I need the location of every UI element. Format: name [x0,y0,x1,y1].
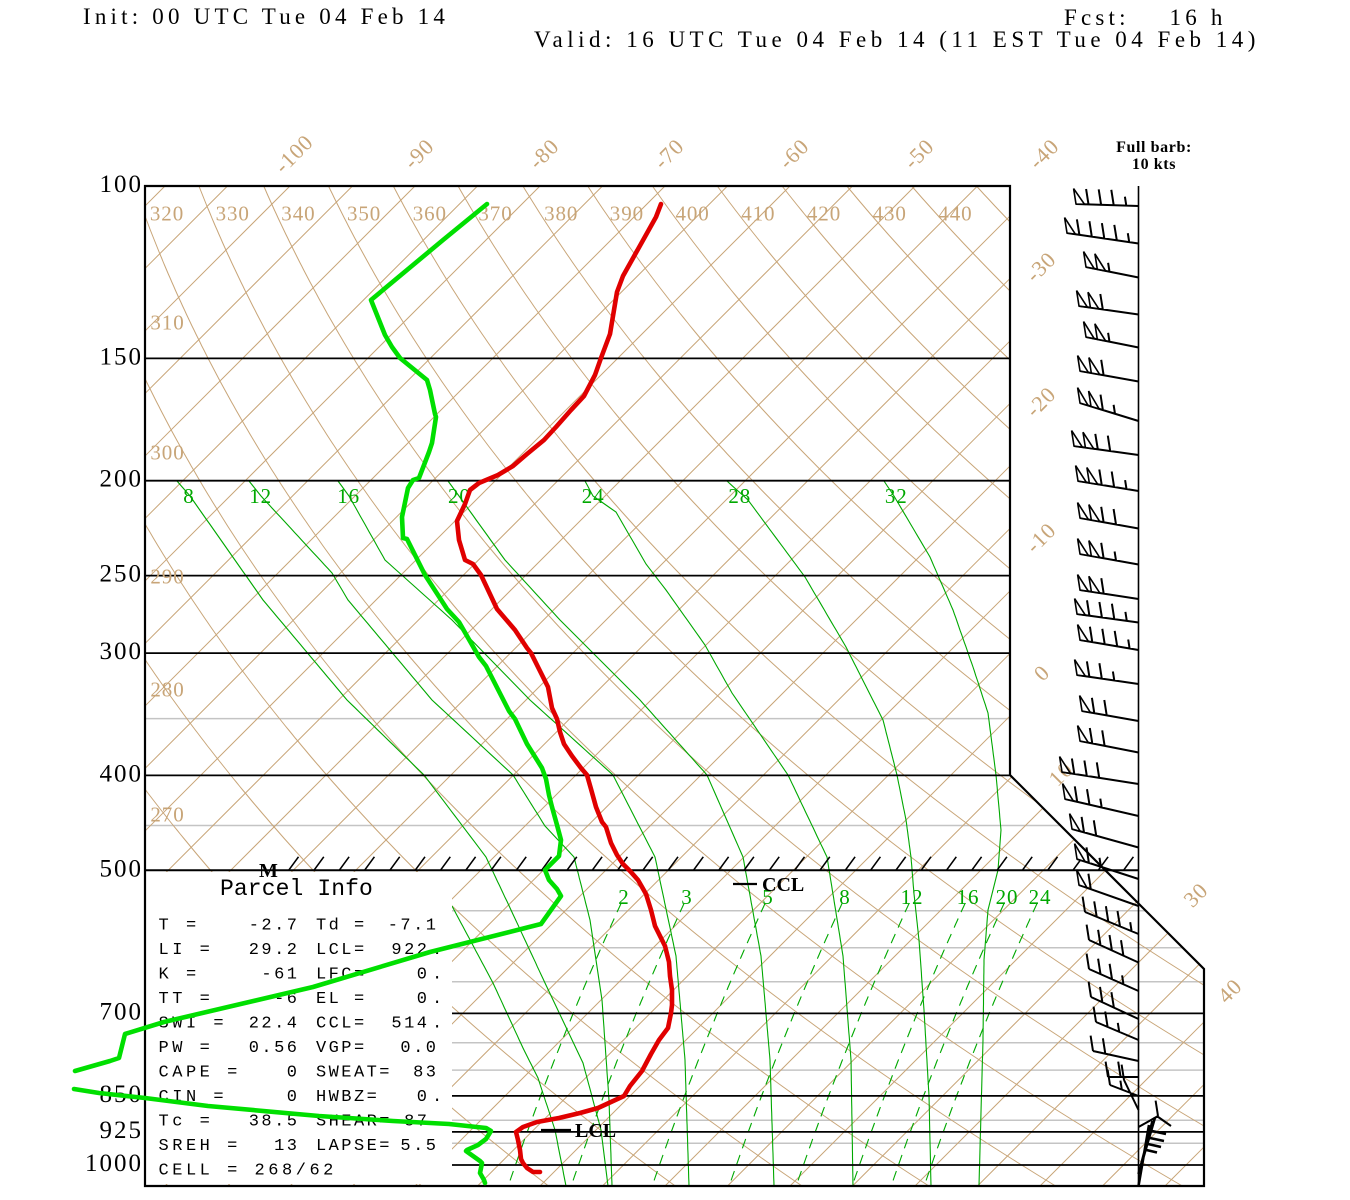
svg-text:0: 0 [417,1088,430,1107]
svg-text:LFC=: LFC= [316,965,367,984]
svg-text:CCL: CCL [762,874,804,896]
svg-text:8: 8 [839,885,850,909]
svg-text:LCL: LCL [575,1120,616,1142]
svg-text:.: . [432,1088,445,1107]
svg-text:700: 700 [100,998,144,1025]
svg-text:0: 0 [287,1063,300,1082]
svg-text:100: 100 [100,171,144,198]
svg-text:10 kts: 10 kts [1132,156,1176,173]
svg-text:-7.1: -7.1 [388,916,439,935]
svg-text:Parcel Info: Parcel Info [220,876,373,902]
svg-text:16: 16 [957,885,980,909]
svg-text:410: 410 [741,202,775,226]
svg-text:Full barb:: Full barb: [1116,139,1192,156]
svg-text:5.5: 5.5 [400,1137,438,1156]
svg-text:300: 300 [150,441,184,465]
svg-text:LAPSE=: LAPSE= [316,1137,392,1156]
svg-text:Td =: Td = [316,916,367,935]
svg-text:Tc =: Tc = [159,1112,214,1131]
svg-text:38.5: 38.5 [249,1112,300,1131]
svg-text:24: 24 [1029,885,1052,909]
svg-text:5: 5 [762,885,773,909]
svg-text:380: 380 [544,202,578,226]
svg-text:200: 200 [100,466,144,493]
svg-text:CAPE =: CAPE = [159,1063,241,1082]
svg-text:340: 340 [281,202,315,226]
svg-text:SREH =: SREH = [159,1137,241,1156]
svg-text:SWEAT=: SWEAT= [316,1063,392,1082]
svg-text:8: 8 [183,484,194,508]
svg-text:514: 514 [391,1014,429,1033]
svg-text:0: 0 [417,965,430,984]
svg-text:.: . [432,1014,445,1033]
svg-text:330: 330 [216,202,250,226]
svg-text:HWBZ=: HWBZ= [316,1088,379,1107]
svg-text:3: 3 [681,885,692,909]
svg-text:M: M [259,860,278,882]
svg-text:28: 28 [728,484,751,508]
svg-text:22.4: 22.4 [249,1014,300,1033]
svg-text:LCL=: LCL= [316,941,367,960]
svg-text:Valid: 16 UTC Tue 04 Feb 14 (1: Valid: 16 UTC Tue 04 Feb 14 (11 EST Tue … [534,27,1260,52]
svg-text:430: 430 [873,202,907,226]
svg-text:300: 300 [100,638,144,665]
svg-text:VGP=: VGP= [316,1039,367,1058]
svg-text:LI =: LI = [159,941,214,960]
svg-text:350: 350 [347,202,381,226]
svg-text:13: 13 [274,1137,299,1156]
svg-text:0.56: 0.56 [249,1039,300,1058]
svg-text:390: 390 [610,202,644,226]
svg-text:420: 420 [807,202,841,226]
svg-text:Fcst: 16 h: Fcst: 16 h [1064,5,1227,30]
svg-text:83: 83 [413,1063,438,1082]
svg-text:2: 2 [618,885,629,909]
svg-text:280: 280 [150,678,184,702]
svg-text:400: 400 [100,760,144,787]
svg-text:1000: 1000 [85,1150,143,1177]
svg-text:12: 12 [249,484,272,508]
svg-text:320: 320 [150,202,184,226]
svg-text:360: 360 [413,202,447,226]
svg-text:400: 400 [675,202,709,226]
svg-text:925: 925 [100,1117,144,1144]
svg-text:.: . [432,965,445,984]
svg-text:250: 250 [100,561,144,588]
svg-text:16: 16 [337,484,360,508]
svg-text:32: 32 [885,484,908,508]
svg-text:PW =: PW = [159,1039,214,1058]
svg-text:CELL = 268/62: CELL = 268/62 [159,1161,337,1180]
svg-text:T =: T = [159,916,200,935]
svg-text:29.2: 29.2 [249,941,300,960]
svg-text:0: 0 [287,1088,300,1107]
svg-text:440: 440 [938,202,972,226]
svg-text:.: . [432,990,445,1009]
svg-text:EL =: EL = [316,990,367,1009]
svg-text:270: 270 [150,803,184,827]
svg-text:290: 290 [150,565,184,589]
svg-text:12: 12 [901,885,924,909]
svg-text:0: 0 [417,990,430,1009]
svg-text:TT =: TT = [159,990,214,1009]
svg-text:-61: -61 [261,965,299,984]
svg-text:24: 24 [582,484,605,508]
svg-text:0.0: 0.0 [400,1039,438,1058]
svg-text:20: 20 [996,885,1019,909]
svg-text:310: 310 [150,311,184,335]
svg-text:K =: K = [159,965,200,984]
svg-text:-2.7: -2.7 [249,916,300,935]
svg-text:Init: 00 UTC Tue 04 Feb 14: Init: 00 UTC Tue 04 Feb 14 [83,4,449,29]
svg-text:150: 150 [100,343,144,370]
svg-text:500: 500 [100,855,144,882]
svg-text:CCL=: CCL= [316,1014,367,1033]
